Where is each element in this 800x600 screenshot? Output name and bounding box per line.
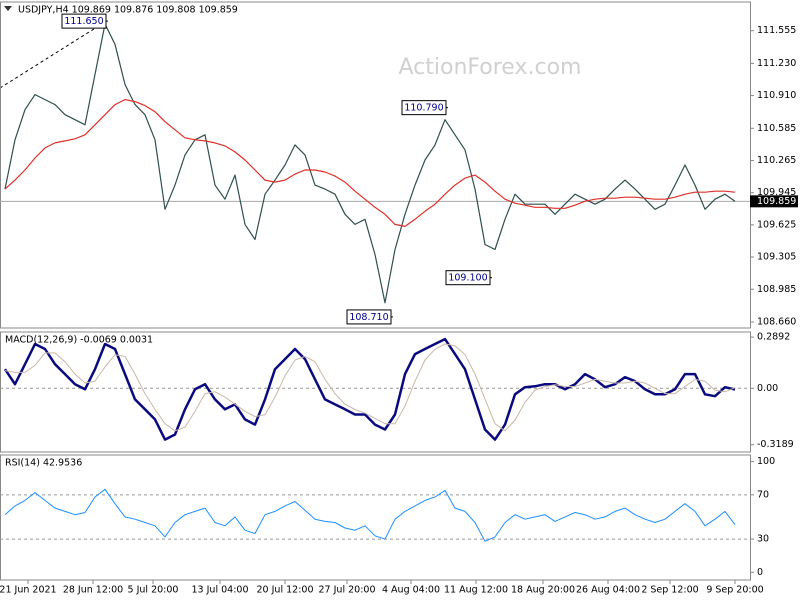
annotation-label: 108.710 [349,312,388,323]
panel-title: RSI(14) 42.9536 [5,458,82,469]
x-tick-label: 13 Jul 04:00 [192,585,249,596]
x-tick-label: 27 Jul 20:00 [319,585,376,596]
y-tick-label: 110.910 [757,90,796,101]
y-tick-label: 109.945 [757,187,796,198]
annotation-label: 111.650 [64,16,103,27]
x-tick-label: 4 Aug 04:00 [382,585,440,596]
panel-title: MACD(12,26,9) -0.0069 0.0031 [5,335,153,346]
y-tick-label: -0.3189 [757,439,794,450]
panel-icon [4,6,12,11]
watermark: ActionForex.com [399,55,582,80]
series-line [4,23,736,304]
annotation-label: 110.790 [404,103,443,114]
panel-frame [0,1,751,329]
x-tick-label: 2 Sep 12:00 [641,585,698,596]
y-tick-label: 111.555 [757,25,796,36]
panel-frame [0,454,751,581]
series-line [4,99,736,227]
x-tick-label: 9 Sep 20:00 [706,585,763,596]
panel-frame [0,331,751,453]
y-tick-label: 0.2892 [757,332,790,343]
y-tick-label: 100 [757,456,775,467]
y-tick-label: 108.985 [757,284,796,295]
last-price-box [750,195,798,208]
x-tick-label: 18 Aug 20:00 [511,585,575,596]
y-tick-label: 110.585 [757,123,796,134]
y-tick-label: 109.305 [757,252,796,263]
y-tick-label: 30 [757,534,769,545]
x-tick-label: 26 Aug 04:00 [576,585,640,596]
annotation-label: 109.100 [448,273,487,284]
x-tick-label: 5 Jul 20:00 [128,585,179,596]
series-line [4,488,736,542]
y-tick-label: 0.00 [757,383,778,394]
y-tick-label: 70 [757,489,769,500]
x-tick-label: 21 Jun 2021 [0,585,57,596]
last-price-label: 109.859 [757,196,796,207]
series-line [3,337,736,441]
y-tick-label: 108.660 [757,316,796,327]
x-tick-label: 11 Aug 12:00 [444,585,508,596]
y-tick-label: 110.265 [757,155,796,166]
y-tick-label: 109.625 [757,219,796,230]
trend-line [0,21,106,89]
y-tick-label: 111.230 [757,58,796,69]
panel-title: USDJPY,H4 109.869 109.876 109.808 109.85… [18,5,238,16]
x-tick-label: 20 Jul 12:00 [257,585,314,596]
y-tick-label: 0 [757,567,763,578]
series-line [4,343,736,432]
x-tick-label: 28 Jun 12:00 [63,585,123,596]
